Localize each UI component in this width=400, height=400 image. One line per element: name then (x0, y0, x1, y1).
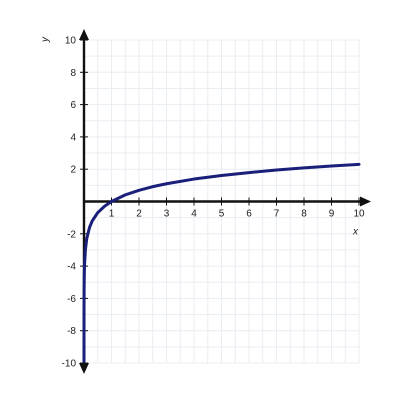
x-tick-label: 1 (109, 209, 115, 220)
y-axis-arrow-top (79, 29, 89, 40)
x-tick-label: 6 (246, 209, 252, 220)
y-tick-label: -8 (67, 326, 76, 337)
y-axis-arrow-bottom (79, 363, 89, 374)
y-tick-label: -10 (62, 359, 77, 370)
y-tick-label: 2 (70, 165, 76, 176)
y-tick-label: 4 (70, 132, 76, 143)
x-tick-label: 10 (353, 209, 365, 220)
x-tick-label: 7 (274, 209, 280, 220)
x-tick-label: 2 (136, 209, 142, 220)
x-axis-arrow-right (360, 196, 371, 207)
y-tick-label: 6 (70, 100, 76, 111)
x-tick-label: 3 (164, 209, 170, 220)
y-tick-label: -4 (67, 262, 76, 273)
x-tick-label: 8 (301, 209, 307, 220)
series-line-0 (82, 162, 361, 363)
axes (79, 29, 371, 374)
y-tick-label: 10 (65, 36, 77, 47)
x-tick-label: 9 (329, 209, 335, 220)
x-tick-label: 5 (219, 209, 225, 220)
series (82, 162, 361, 363)
y-axis-label: y (40, 36, 51, 43)
y-tick-label: -2 (67, 229, 76, 240)
tick-labels: 1 2 3 4 5 6 7 8 9 10 10 8 6 4 2 -2 -4 -6 -8 -10 (62, 36, 365, 370)
x-axis-label: x (352, 227, 359, 238)
y-tick-label: -6 (67, 294, 76, 305)
y-tick-label: 8 (70, 68, 76, 79)
x-tick-label: 4 (191, 209, 197, 220)
